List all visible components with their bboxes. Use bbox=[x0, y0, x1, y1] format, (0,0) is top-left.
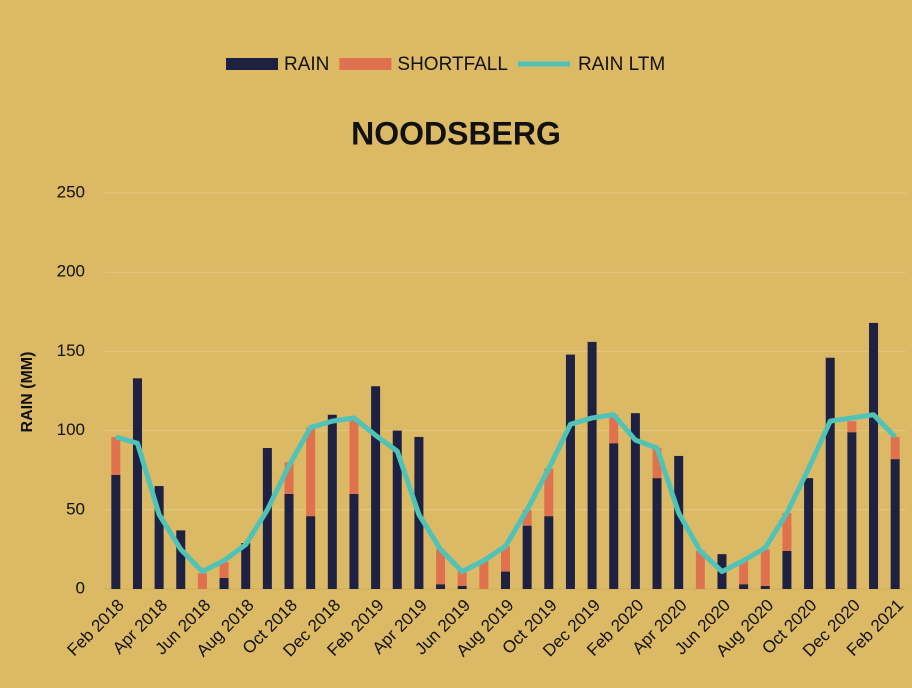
bar bbox=[522, 509, 532, 526]
bar bbox=[544, 468, 554, 517]
bar bbox=[804, 478, 814, 589]
legend-swatch bbox=[226, 58, 278, 70]
bar bbox=[392, 430, 402, 589]
bar bbox=[111, 474, 121, 589]
bar bbox=[327, 414, 337, 589]
bar bbox=[760, 549, 770, 586]
bar bbox=[847, 432, 857, 589]
bar bbox=[436, 549, 446, 585]
bar bbox=[739, 584, 749, 589]
legend-label: RAIN bbox=[284, 54, 329, 75]
bar bbox=[501, 546, 510, 572]
bar bbox=[132, 378, 142, 589]
bar bbox=[111, 436, 121, 475]
bar bbox=[479, 560, 489, 589]
bar bbox=[219, 577, 229, 589]
bar bbox=[284, 462, 294, 494]
bar bbox=[349, 493, 359, 589]
bar bbox=[262, 448, 272, 589]
bar bbox=[522, 525, 532, 589]
bar bbox=[284, 493, 294, 589]
y-tick-label: 100 bbox=[57, 420, 85, 439]
bar bbox=[436, 584, 446, 589]
bar bbox=[609, 414, 619, 444]
line bbox=[115, 412, 897, 575]
bar bbox=[652, 448, 662, 479]
bar bbox=[609, 443, 619, 589]
bar bbox=[457, 571, 467, 586]
legend-label: SHORTFALL bbox=[397, 54, 508, 75]
bar bbox=[652, 478, 662, 589]
bar bbox=[349, 417, 359, 494]
bar bbox=[306, 516, 316, 589]
bar bbox=[695, 550, 705, 589]
y-tick-label: 50 bbox=[66, 499, 85, 518]
bar bbox=[587, 341, 597, 589]
bar bbox=[760, 585, 770, 589]
legend-label: RAIN LTM bbox=[578, 54, 665, 75]
legend-swatch bbox=[339, 58, 392, 70]
bar bbox=[306, 427, 316, 517]
bar bbox=[154, 486, 164, 589]
bar bbox=[241, 543, 251, 589]
y-tick-label: 250 bbox=[57, 182, 85, 201]
bar bbox=[630, 413, 640, 589]
bar bbox=[197, 573, 207, 589]
bar bbox=[869, 322, 879, 589]
bar bbox=[176, 530, 186, 589]
bar bbox=[544, 516, 554, 589]
bar bbox=[565, 354, 575, 589]
bar bbox=[782, 512, 792, 551]
bar bbox=[501, 571, 510, 589]
y-axis-label: RAIN (MM) bbox=[19, 352, 36, 433]
y-tick-label: 0 bbox=[76, 578, 85, 597]
bar bbox=[782, 550, 792, 589]
chart-title: NOODSBERG bbox=[351, 115, 561, 151]
bar bbox=[674, 455, 684, 589]
bar bbox=[219, 562, 229, 578]
bar bbox=[371, 386, 381, 589]
bar bbox=[457, 585, 467, 589]
bar bbox=[890, 459, 900, 589]
y-tick-label: 150 bbox=[57, 341, 85, 360]
bar bbox=[739, 560, 749, 585]
bar bbox=[890, 436, 900, 460]
y-tick-label: 200 bbox=[57, 262, 85, 281]
bar bbox=[825, 357, 835, 589]
bar bbox=[847, 421, 857, 433]
